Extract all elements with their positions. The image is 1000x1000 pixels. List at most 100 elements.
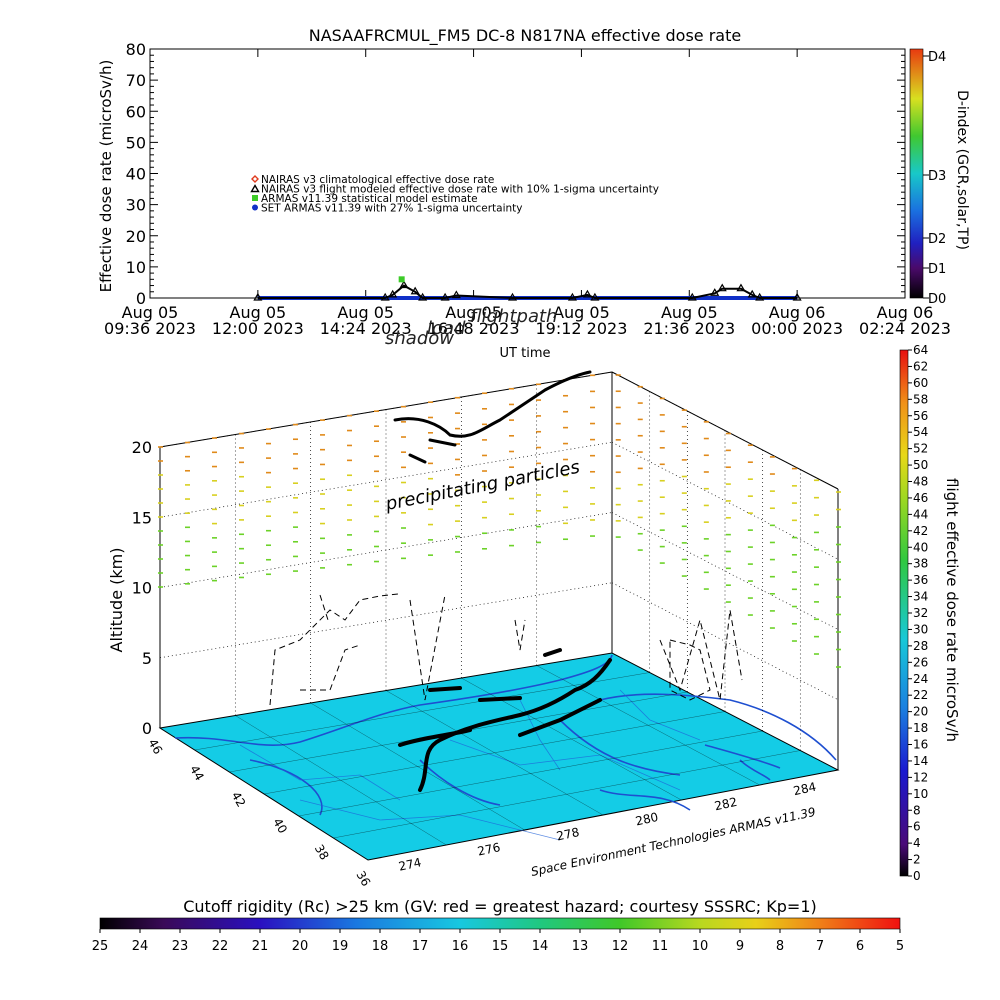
rc-tick-label: 10 [692, 939, 709, 954]
legend-label: ARMAS v11.39 statistical model estimate [261, 193, 478, 205]
grid-line-side [611, 441, 839, 560]
rc-tick-label: 9 [736, 939, 744, 954]
legend-entry: ARMAS v11.39 statistical model estimate [252, 193, 478, 205]
dindex-tick-label: D4 [928, 50, 946, 65]
dose-colorbar-tick-label: 52 [913, 442, 928, 456]
dose-colorbar-tick-label: 62 [913, 359, 928, 373]
x-tick-label-time: 19:12 2023 [535, 319, 627, 338]
y-tick-label: 50 [126, 133, 146, 152]
dose-colorbar-tick-label: 20 [913, 705, 928, 719]
rc-tick-label: 24 [132, 939, 149, 954]
coastlines [174, 654, 837, 816]
rc-tick-label: 16 [452, 939, 469, 954]
legend-entry: NAIRAS v3 climatological effective dose … [251, 174, 494, 186]
rc-tick-label: 22 [212, 939, 229, 954]
legend-entry: NAIRAS v3 flight modeled effective dose … [250, 184, 659, 196]
series-nairas-flight-point [792, 292, 802, 301]
dose-colorbar-tick-label: 64 [913, 343, 928, 357]
y-tick-label: 10 [126, 258, 146, 277]
y-tick-label: 20 [126, 227, 146, 246]
cutoff-rigidity-title: Cutoff rigidity (Rc) >25 km (GV: red = g… [183, 897, 817, 916]
latitude-ticks: 46 44 42 40 38 36 [145, 737, 373, 889]
chart-title: NASAAFRCMUL_FM5 DC-8 N817NA effective do… [309, 26, 741, 46]
rc-tick-label: 25 [92, 939, 109, 954]
series-nairas-flight-point [567, 292, 577, 301]
dose-colorbar-tick-label: 16 [913, 738, 928, 752]
dose-colorbar-tick-label: 40 [913, 540, 928, 554]
x-tick-label-date: Aug 05 [445, 303, 502, 322]
legend-symbol-triangle [250, 184, 260, 193]
longitude-tick-label: 278 [555, 825, 580, 843]
x-tick-label-time: 21:36 2023 [643, 319, 735, 338]
flight-path-side-projections [269, 593, 743, 706]
series-nairas-flight-point [590, 292, 600, 301]
altitude-tick-label: 15 [132, 508, 152, 527]
overlay-label-load: load [427, 318, 466, 339]
x-axis-label: UT time [500, 346, 551, 361]
cutoff-rigidity-ticks: 25 24 23 22 21 20 19 18 17 16 15 14 13 12 11 10 9 8 7 6 5 [92, 929, 904, 954]
altitude-tick-label: 10 [132, 579, 152, 598]
dose-colorbar-tick-label: 14 [913, 754, 928, 768]
y-tick-label: 30 [126, 196, 146, 215]
series-nairas-flight-point [253, 292, 263, 301]
latitude-tick-label: 44 [187, 763, 207, 783]
x-tick-label-date: Aug 05 [661, 303, 718, 322]
x-tick-label-date: Aug 05 [337, 303, 394, 322]
y-tick-label: 60 [126, 102, 146, 121]
longitude-tick-label: 276 [476, 840, 501, 858]
dose-colorbar-tick-label: 8 [913, 803, 921, 817]
rc-tick-label: 13 [572, 939, 589, 954]
series-nairas-flight-point [418, 292, 428, 301]
legend-symbol-diamond [251, 175, 259, 183]
dindex-tick-label: D1 [928, 262, 946, 277]
series-nairas-flight-point [717, 283, 727, 292]
dindex-tick-label: D0 [928, 292, 946, 307]
altitude-tick-label: 0 [142, 719, 152, 738]
flight-dose-colorbar-label: flight effective dose rate microSv/h [943, 478, 961, 742]
cutoff-rigidity-colorbar [99, 917, 901, 930]
dose-colorbar-tick-label: 12 [913, 770, 928, 784]
dose-colorbar-tick-label: 60 [913, 376, 928, 390]
x-tick-label-time: 14:24 2023 [320, 319, 412, 338]
precipitating-particles-annotation: precipitating particles [383, 457, 582, 515]
dose-colorbar-tick-label: 24 [913, 672, 928, 686]
dindex-colorbar-label: D-index (GCR,solar,TP) [954, 90, 970, 250]
dose-colorbar-tick-label: 48 [913, 475, 928, 489]
series-nairas-flight-line [257, 284, 798, 299]
altitude-tick-label: 20 [132, 438, 152, 457]
x-tick-label-time: 02:24 2023 [859, 319, 951, 338]
dindex-colorbar-ticks: D0 D1 D2 D3 D4 [923, 50, 946, 307]
grid-line-side [611, 582, 839, 701]
rc-tick-label: 18 [372, 939, 389, 954]
series-nairas-flight-point [755, 292, 765, 301]
dose-colorbar-tick-label: 6 [913, 820, 921, 834]
dose-colorbar-tick-label: 38 [913, 557, 928, 571]
x-tick-label-time: 00:00 2023 [751, 319, 843, 338]
rc-tick-label: 14 [532, 939, 549, 954]
series-nairas-flight-point [388, 289, 398, 298]
dose-colorbar-tick-label: 22 [913, 688, 928, 702]
rc-tick-label: 19 [332, 939, 349, 954]
dose-colorbar-tick-label: 56 [913, 409, 928, 423]
dose-colorbar-tick-label: 10 [913, 787, 928, 801]
rc-tick-label: 5 [896, 939, 904, 954]
latitude-tick-label: 40 [270, 816, 290, 836]
dose-colorbar-tick-label: 36 [913, 573, 928, 587]
series-nairas-flight-point [736, 283, 746, 292]
data-series [253, 276, 802, 301]
legend-label: NAIRAS v3 flight modeled effective dose … [261, 184, 659, 196]
rc-tick-label: 8 [776, 939, 784, 954]
floor-grid-line [536, 665, 760, 786]
longitude-tick-label: 282 [713, 795, 738, 813]
flight-path-projection-top [393, 370, 592, 464]
rc-tick-label: 20 [292, 939, 309, 954]
x-tick-label-time: 16:48 2023 [428, 319, 520, 338]
altitude-tick-label: 5 [142, 649, 152, 668]
dose-colorbar-tick-label: 58 [913, 392, 928, 406]
grid-lines [159, 371, 839, 846]
latitude-tick-label: 36 [353, 869, 373, 889]
latitude-tick-label: 42 [229, 789, 249, 809]
y-axis-label: Effective dose rate (microSv/h) [97, 60, 115, 293]
